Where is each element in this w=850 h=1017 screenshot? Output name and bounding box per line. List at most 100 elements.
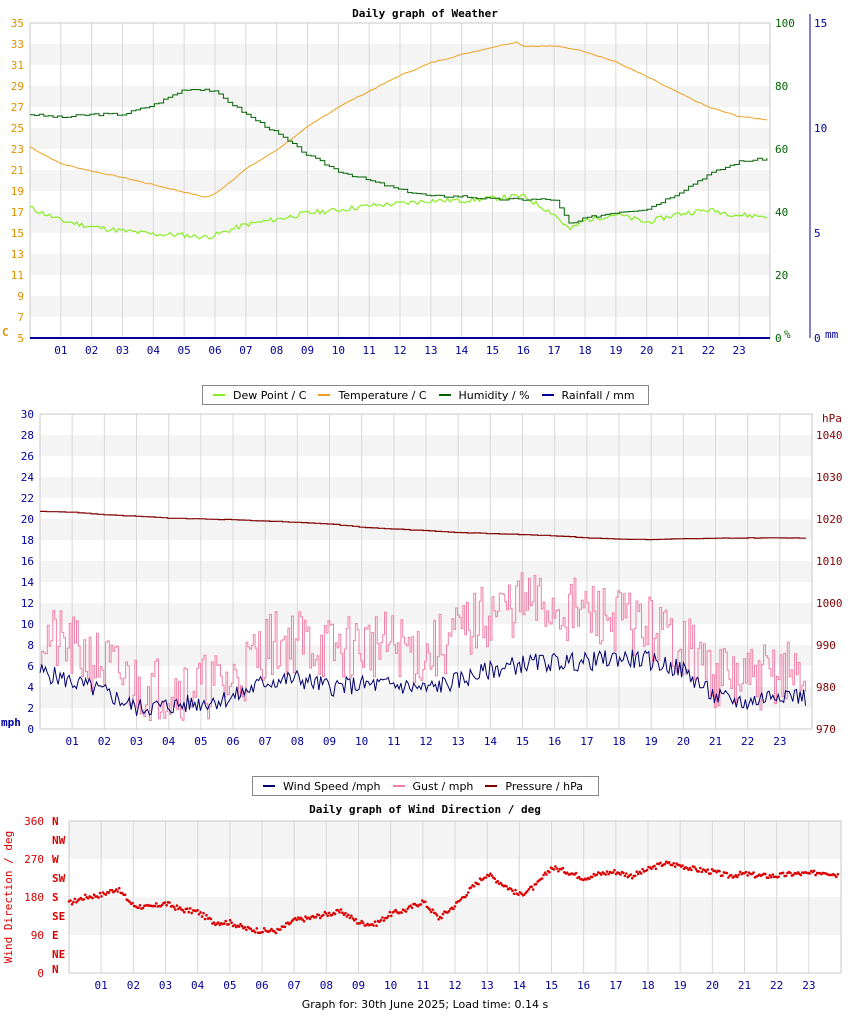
wind-direction-point [336, 909, 340, 912]
y-left-tick-label: 7 [17, 311, 24, 324]
wind-direction-point [165, 903, 168, 907]
dew-point-line [29, 193, 768, 240]
legend-swatch [318, 394, 331, 396]
wind-direction-point [203, 917, 207, 921]
wind-direction-point [653, 864, 656, 868]
legend-label: Pressure / hPa [505, 779, 583, 793]
wind-direction-point [163, 901, 167, 904]
x-tick-label: 23 [773, 735, 786, 748]
wind-direction-point [605, 870, 609, 873]
legend-label: Wind Speed /mph [283, 779, 381, 793]
wind-direction-point [359, 921, 362, 925]
wind-direction-point [499, 881, 503, 885]
y-left-tick-label: 23 [11, 143, 24, 156]
wind-direction-point [347, 913, 350, 917]
legend-item-gust: Gust / mph [392, 780, 473, 793]
wind-direction-point [725, 871, 729, 875]
y-left-tick-label: 25 [11, 122, 24, 135]
wind-direction-point [768, 874, 772, 877]
x-tick-label: 20 [677, 735, 690, 748]
chart-title: Daily graph of Weather [352, 7, 498, 20]
wind-direction-point [262, 927, 266, 930]
wind-direction-point [373, 920, 377, 923]
wind-direction-point [520, 892, 523, 895]
wind-direction-point [526, 890, 529, 893]
wind-direction-point [670, 863, 674, 867]
y-left-tick-label: 90 [31, 929, 44, 942]
compass-label: SE [52, 910, 65, 923]
wind-direction-point [543, 871, 547, 874]
y-left-tick-label: 31 [11, 59, 24, 72]
compass-label: N [52, 963, 59, 976]
x-tick-label: 04 [147, 344, 161, 357]
wind-direction-point [629, 873, 633, 876]
wind-direction-point [70, 903, 74, 906]
x-tick-label: 04 [191, 979, 205, 992]
wind-direction-point [496, 879, 500, 883]
y-left-axis-label: mph [1, 716, 21, 729]
wind-direction-point [633, 874, 637, 878]
wind-direction-point [289, 921, 293, 924]
x-tick-label: 10 [384, 979, 397, 992]
wind-direction-point [245, 928, 248, 932]
y-left-tick-label: 0 [37, 967, 44, 980]
x-tick-label: 20 [640, 344, 653, 357]
wind-pressure-chart: 01 02 03 04 05 06 07 08 09 10 11 12 13 14 15 16 17 18 19 20… [1, 408, 843, 748]
x-tick-label: 15 [516, 735, 529, 748]
y-right-rain-tick-label: 0 [814, 332, 821, 345]
x-tick-label: 11 [416, 979, 429, 992]
wind-direction-point [545, 873, 548, 876]
x-tick-label: 08 [291, 735, 304, 748]
wind-direction-point [274, 931, 278, 935]
y-left-tick-label: 360 [24, 815, 44, 828]
wind-direction-point [186, 907, 189, 910]
wind-direction-point [187, 910, 191, 914]
wind-direction-point [706, 868, 709, 871]
wind-direction-point [196, 908, 199, 912]
wind-direction-point [116, 890, 120, 893]
wind-direction-point [227, 923, 230, 926]
y-left-tick-label: 8 [27, 639, 34, 652]
x-tick-label: 21 [671, 344, 684, 357]
y-right-rain-tick-label: 15 [814, 17, 827, 30]
wind-direction-point [509, 887, 513, 891]
wind-direction-point [645, 868, 649, 872]
compass-label: SW [52, 872, 66, 885]
x-tick-label: 09 [301, 344, 314, 357]
y-left-tick-label: 29 [11, 80, 24, 93]
wind-direction-point [734, 874, 738, 877]
x-tick-label: 01 [95, 979, 108, 992]
wind-direction-point [400, 911, 403, 914]
y-left-tick-label: 5 [17, 332, 24, 345]
wind-direction-point [452, 907, 455, 911]
x-tick-label: 22 [702, 344, 715, 357]
x-tick-label: 03 [130, 735, 143, 748]
x-tick-label: 02 [98, 735, 111, 748]
legend-swatch [541, 394, 554, 396]
y-left-tick-label: 30 [21, 408, 34, 421]
wind-direction-point [812, 869, 816, 873]
wind-direction-point [255, 927, 259, 930]
plot-border [68, 820, 842, 974]
wind-direction-point [69, 899, 72, 902]
wind-direction-point [381, 916, 384, 919]
y-right-humidity-tick-label: 40 [775, 206, 788, 219]
wind-direction-point [230, 921, 233, 924]
wind-direction-point [217, 921, 220, 924]
x-tick-label: 07 [288, 979, 301, 992]
wind-direction-point [154, 902, 158, 905]
wind-direction-point [424, 900, 427, 903]
x-tick-label: 04 [162, 735, 176, 748]
wind-direction-point [314, 915, 318, 919]
wind-direction-point [490, 874, 494, 877]
wind-direction-point [327, 911, 331, 915]
legend-swatch [213, 394, 225, 396]
wind-direction-point [197, 913, 201, 916]
y-axis-label: Wind Direction / deg [2, 831, 15, 963]
y-left-tick-label: 12 [21, 597, 34, 610]
wind-direction-point [808, 872, 811, 875]
wind-direction-point [354, 917, 358, 921]
y-right-tick-label: 1030 [816, 471, 843, 484]
y-left-tick-label: 4 [27, 681, 34, 694]
wind-direction-point [437, 917, 440, 921]
